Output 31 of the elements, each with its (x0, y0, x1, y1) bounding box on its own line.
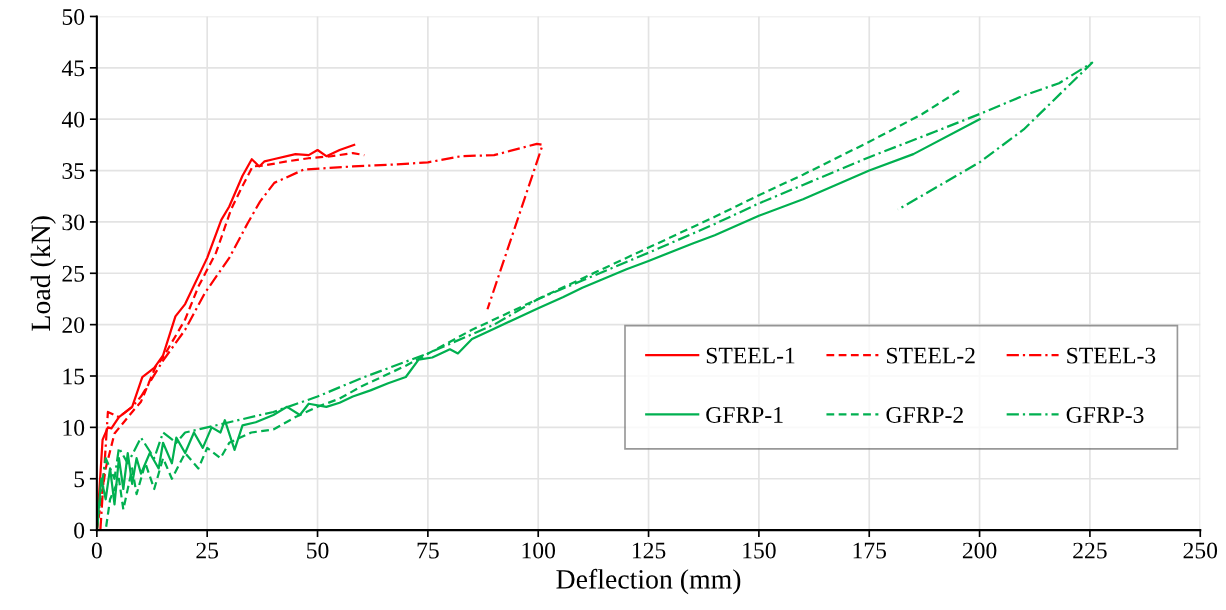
x-tick-label: 75 (417, 542, 439, 559)
x-tick-label: 200 (962, 542, 997, 559)
legend-label: GFRP-3 (1066, 407, 1144, 423)
legend-label: GFRP-1 (706, 407, 783, 423)
y-tick-label: 20 (62, 317, 85, 334)
x-tick-label: 25 (196, 542, 219, 559)
x-tick-label: 50 (307, 542, 329, 559)
x-axis-title: Deflection (mm) (556, 568, 741, 595)
legend-label: STEEL-3 (1067, 347, 1156, 364)
y-tick-label: 10 (63, 419, 85, 436)
y-tick-label: 35 (62, 163, 85, 179)
y-tick-label: 0 (74, 522, 85, 539)
x-tick-label: 0 (91, 542, 102, 559)
legend-label: STEEL-1 (706, 347, 795, 364)
x-tick-label: 225 (1073, 542, 1107, 559)
y-tick-label: 25 (62, 265, 85, 282)
y-tick-label: 50 (62, 8, 85, 25)
x-tick-label: 125 (632, 542, 666, 559)
y-tick-label: 5 (74, 471, 85, 488)
x-tick-label: 175 (853, 542, 887, 559)
y-axis-title: Load (kN) (30, 216, 56, 331)
y-tick-label: 45 (61, 60, 85, 77)
line-series (99, 142, 544, 531)
y-tick-label: 30 (62, 214, 85, 231)
y-tick-label: 15 (63, 368, 85, 385)
y-tick-label: 40 (61, 111, 85, 128)
x-tick-label: 250 (1183, 542, 1218, 559)
legend-label: GFRP-2 (886, 407, 963, 423)
x-tick-label: 100 (522, 542, 556, 559)
x-tick-label: 150 (743, 542, 776, 559)
legend-label: STEEL-2 (887, 347, 975, 364)
